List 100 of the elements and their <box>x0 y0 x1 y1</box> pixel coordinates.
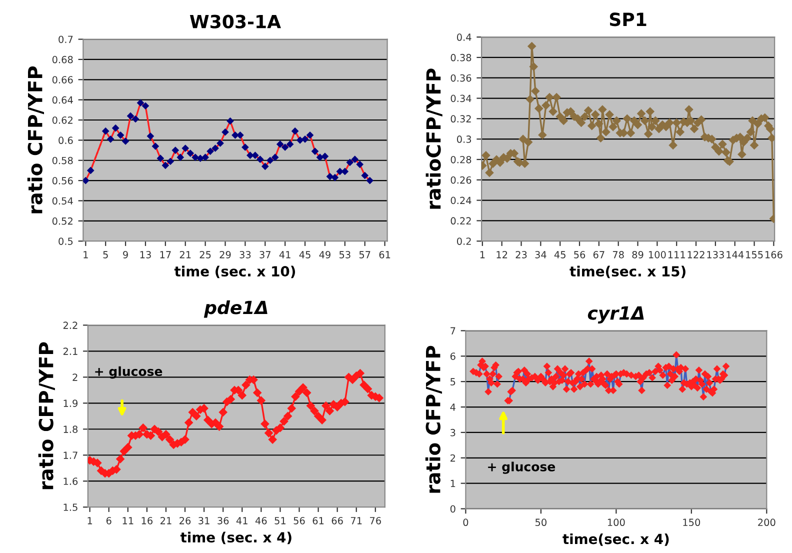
y-tick-label: 0.28 <box>450 156 472 164</box>
y-tick-label: 5 <box>450 378 456 386</box>
y-axis-title: ratioCFP/YFP <box>426 68 442 209</box>
y-tick-label: 7 <box>450 327 456 334</box>
x-tick-label: 25 <box>200 251 211 258</box>
x-tick-label: 11 <box>122 517 134 524</box>
point <box>192 154 200 162</box>
x-tick-label: 122 <box>688 251 704 258</box>
point <box>281 144 289 151</box>
point <box>176 154 184 162</box>
y-tick-label: 2 <box>450 454 455 462</box>
x-tick-label: 155 <box>746 251 763 258</box>
y-axis-title: ratio CFP/YFP <box>27 66 44 214</box>
x-tick-label: 56 <box>294 516 305 524</box>
point <box>166 158 174 166</box>
point <box>152 142 160 150</box>
point <box>311 148 319 155</box>
point <box>106 136 114 143</box>
x-tick-label: 57 <box>359 251 370 258</box>
point <box>346 158 354 166</box>
y-tick-label: 0.4 <box>456 34 472 41</box>
x-tick-label: 1 <box>84 251 88 258</box>
y-tick-label: 1.7 <box>64 452 78 459</box>
x-tick-label: 200 <box>758 518 776 526</box>
x-tick-label: 100 <box>608 518 625 526</box>
point <box>126 112 134 120</box>
y-tick-label: 0.58 <box>52 156 73 164</box>
point <box>112 124 120 132</box>
point <box>162 162 170 170</box>
x-tick-label: 56 <box>574 251 586 258</box>
point <box>222 128 229 136</box>
x-axis-title: time(sec. x 4) <box>562 533 669 546</box>
y-tick-label: 3 <box>450 428 456 436</box>
x-tick-label: 66 <box>332 516 343 524</box>
point <box>122 138 130 145</box>
point <box>321 152 329 160</box>
x-tick-label: 6 <box>106 516 112 524</box>
x-tick-label: 76 <box>370 516 381 524</box>
point <box>271 154 279 162</box>
x-tick-label: 89 <box>632 251 644 258</box>
point <box>116 131 124 139</box>
x-tick-label: 23 <box>516 251 527 258</box>
x-tick-label: 51 <box>274 517 286 524</box>
point <box>226 117 234 125</box>
y-tick-label: 0.2 <box>456 238 471 245</box>
point <box>291 127 299 135</box>
x-tick-label: 13 <box>140 251 151 258</box>
x-tick-label: 78 <box>612 251 624 258</box>
x-tick-label: 61 <box>379 251 390 258</box>
y-tick-label: 0.38 <box>450 54 472 62</box>
point <box>136 99 144 107</box>
point <box>202 154 209 162</box>
x-tick-label: 31 <box>198 516 210 524</box>
point <box>146 132 154 140</box>
x-tick-label: 21 <box>160 516 172 524</box>
x-tick-label: 46 <box>255 516 267 524</box>
point <box>261 162 269 170</box>
point <box>326 172 334 180</box>
y-tick-label: 0.52 <box>52 217 72 225</box>
annotation: + glucose <box>95 366 162 379</box>
y-tick-label: 0.34 <box>450 94 472 102</box>
x-tick-label: 133 <box>707 251 724 258</box>
point <box>102 127 110 135</box>
y-tick-label: 0.7 <box>58 36 73 44</box>
x-tick-label: 29 <box>220 251 231 258</box>
point <box>361 172 369 180</box>
x-tick-label: 45 <box>299 251 310 258</box>
y-tick-label: 2.1 <box>63 348 78 355</box>
y-tick-label: 0.6 <box>58 136 73 144</box>
x-tick-label: 71 <box>350 517 362 524</box>
x-tick-label: 9 <box>123 251 128 258</box>
point <box>301 136 309 143</box>
y-tick-label: 0.62 <box>52 116 72 124</box>
chart-title: SP1 <box>610 12 646 26</box>
y-tick-label: 0.5 <box>58 238 73 245</box>
y-tick-label: 0 <box>450 505 456 513</box>
x-tick-label: 100 <box>648 251 666 258</box>
y-tick-label: 0.54 <box>52 197 73 205</box>
y-tick-label: 0.56 <box>52 177 73 184</box>
point <box>236 131 244 139</box>
y-tick-label: 0.26 <box>450 176 472 184</box>
point <box>142 102 150 110</box>
x-tick-label: 17 <box>160 251 171 258</box>
y-tick-label: 0.64 <box>52 96 73 104</box>
point <box>266 156 274 164</box>
point <box>86 166 94 174</box>
y-tick-label: 1 <box>450 480 456 488</box>
point <box>83 176 90 184</box>
chart-title: pde1Δ <box>204 300 268 318</box>
y-axis-title: ratio CFP/YFP <box>38 342 55 490</box>
y-tick-label: 0.24 <box>450 196 472 204</box>
point <box>242 144 249 151</box>
chart-title: W303-1A <box>190 14 281 28</box>
point <box>306 131 314 139</box>
point <box>341 168 349 176</box>
y-tick-label: 0.3 <box>456 136 472 143</box>
point <box>186 150 194 157</box>
x-tick-label: 49 <box>319 251 330 258</box>
x-tick-label: 12 <box>496 251 508 258</box>
x-tick-label: 1 <box>480 251 485 258</box>
